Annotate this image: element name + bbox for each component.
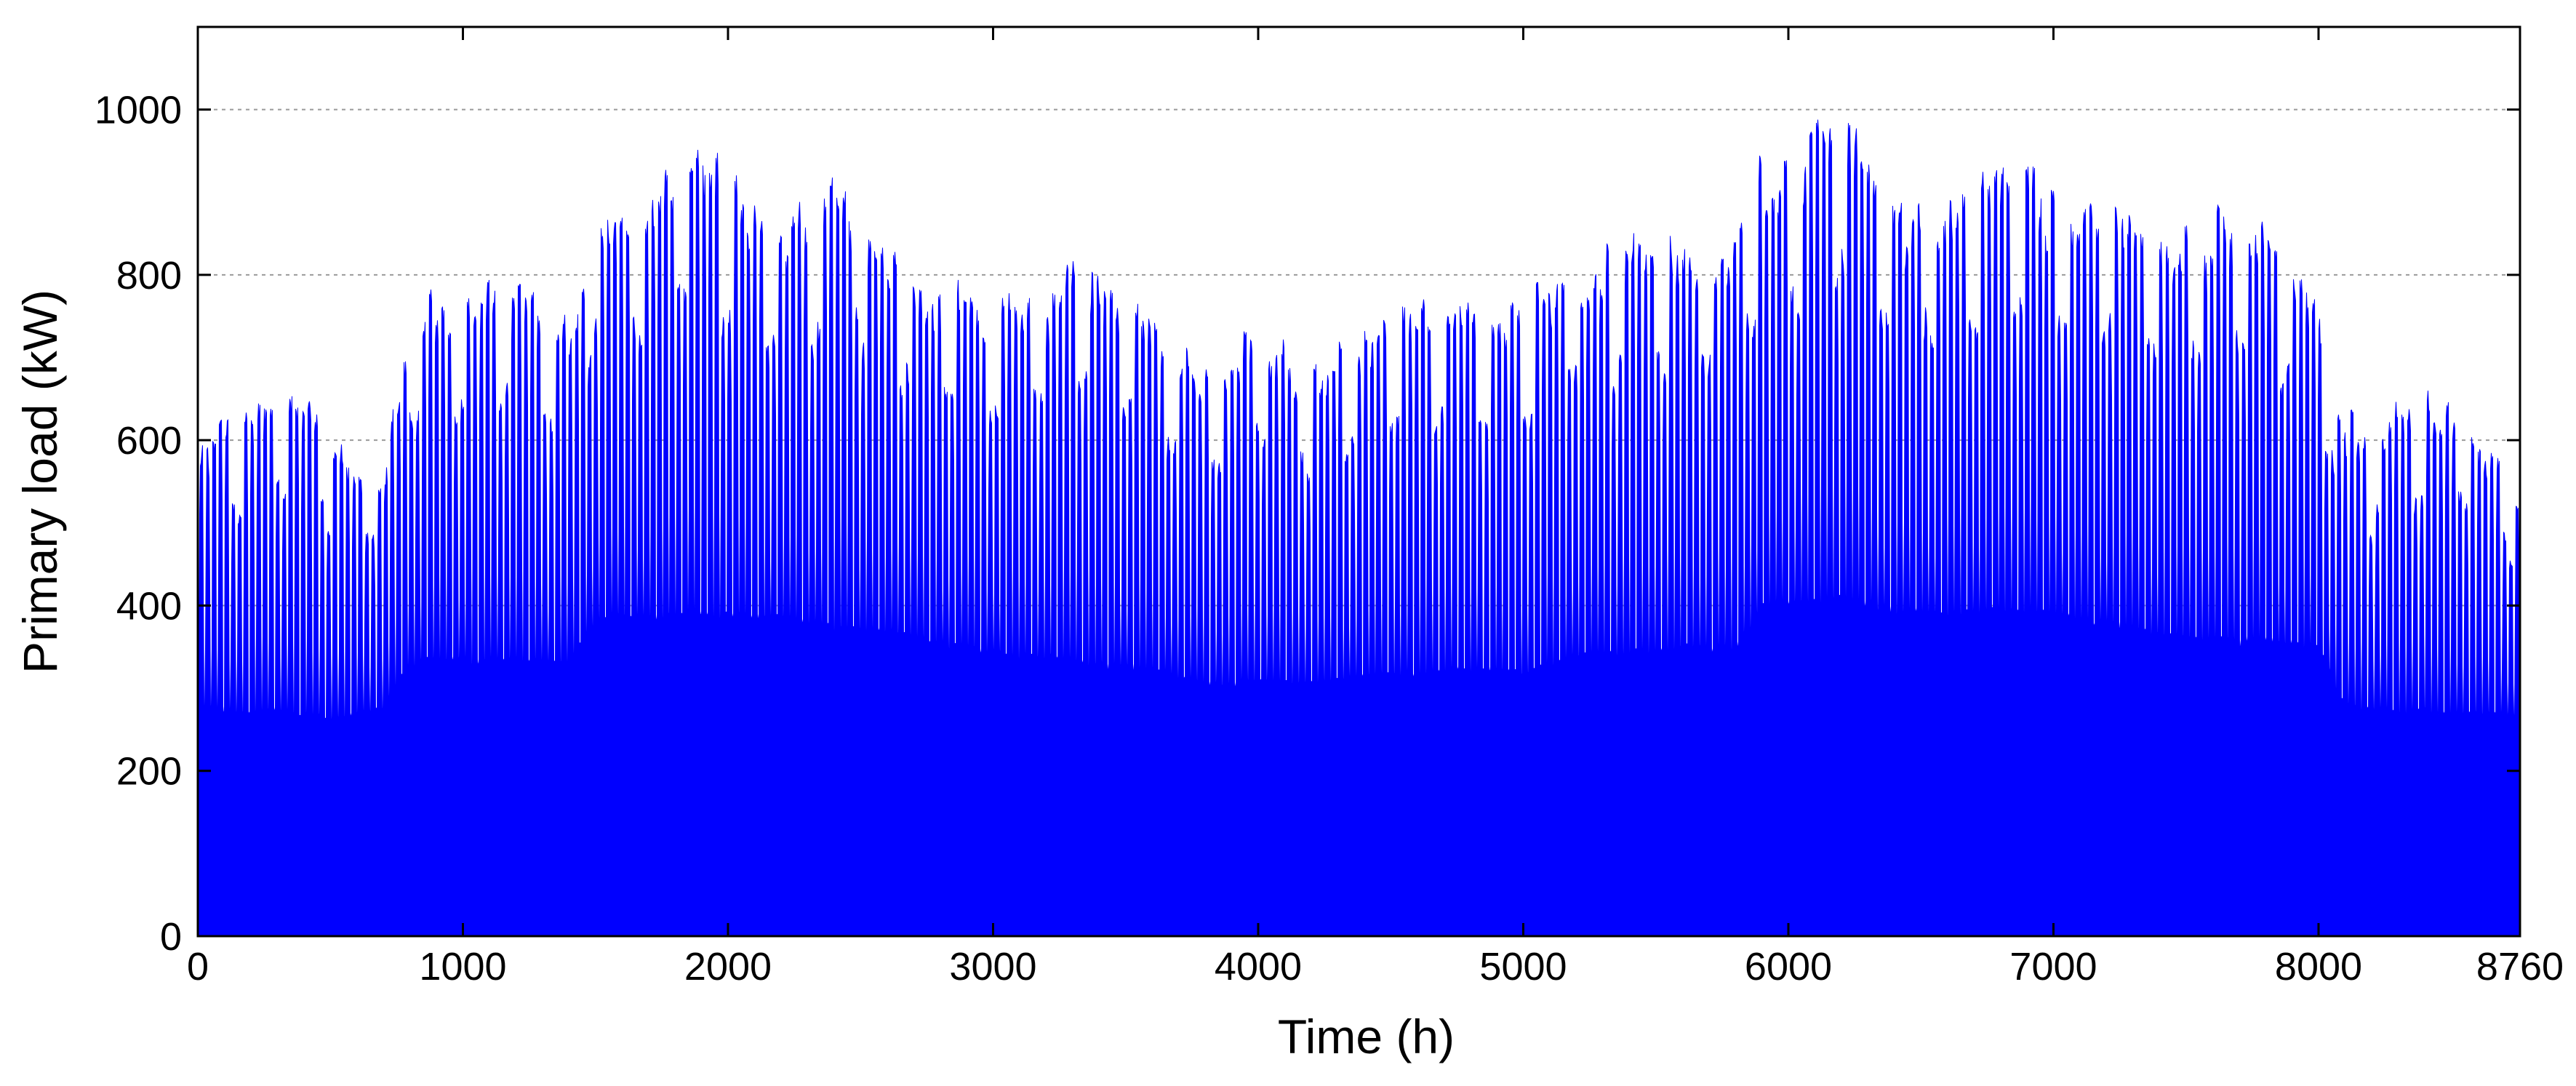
x-tick-label-8000: 8000 bbox=[2275, 945, 2362, 989]
x-tick-label-7000: 7000 bbox=[2009, 945, 2097, 989]
series-primary-load-area bbox=[197, 119, 2521, 937]
x-tick-label-6000: 6000 bbox=[1745, 945, 1832, 989]
x-tick-label-0: 0 bbox=[187, 945, 209, 989]
x-tick-label-2000: 2000 bbox=[684, 945, 772, 989]
x-tick-label-5000: 5000 bbox=[1479, 945, 1567, 989]
x-axis-label: Time (h) bbox=[1278, 1010, 1455, 1063]
x-tick-label-4000: 4000 bbox=[1215, 945, 1302, 989]
x-tick-label-3000: 3000 bbox=[949, 945, 1036, 989]
y-tick-label-400: 400 bbox=[116, 584, 182, 628]
y-tick-label-1000: 1000 bbox=[95, 89, 182, 132]
axis-ticks: 0 1000 2000 3000 4000 5000 6000 7000 8000 8760 0 20… bbox=[95, 27, 2564, 989]
y-tick-label-800: 800 bbox=[116, 254, 182, 298]
y-tick-label-200: 200 bbox=[116, 750, 182, 794]
plot-frame bbox=[196, 25, 2521, 938]
y-axis-label: Primary load (kW) bbox=[13, 290, 67, 674]
x-tick-label-8760: 8760 bbox=[2476, 945, 2564, 989]
series-area bbox=[197, 119, 2521, 937]
x-tick-label-1000: 1000 bbox=[419, 945, 506, 989]
y-tick-label-0: 0 bbox=[160, 915, 182, 959]
y-tick-label-600: 600 bbox=[116, 419, 182, 463]
